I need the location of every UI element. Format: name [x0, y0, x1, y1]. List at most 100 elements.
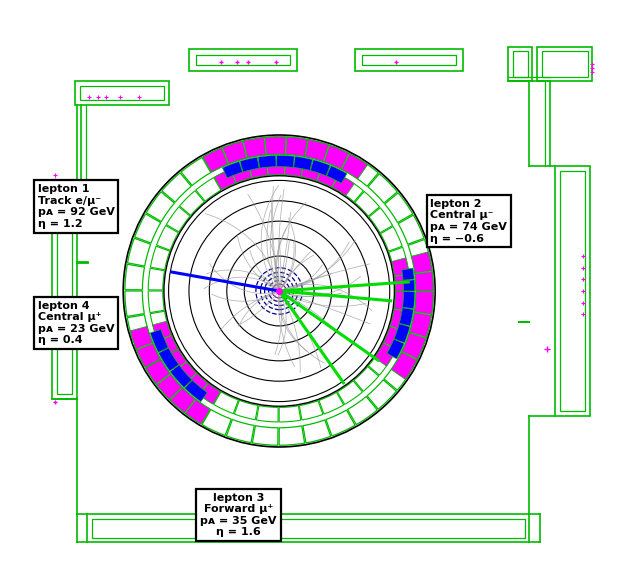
Wedge shape	[243, 137, 266, 158]
Wedge shape	[403, 292, 415, 308]
Wedge shape	[280, 160, 302, 176]
Wedge shape	[367, 380, 396, 409]
Wedge shape	[384, 327, 404, 349]
Wedge shape	[320, 168, 345, 190]
Wedge shape	[146, 360, 170, 384]
Wedge shape	[179, 191, 204, 215]
Wedge shape	[355, 191, 380, 216]
Wedge shape	[317, 167, 339, 187]
Wedge shape	[398, 339, 424, 368]
Text: lepton 2
Central μ⁻
pᴀ = 74 GeV
η = −0.6: lepton 2 Central μ⁻ pᴀ = 74 GeV η = −0.6	[430, 199, 507, 243]
Wedge shape	[304, 139, 332, 162]
Wedge shape	[257, 160, 279, 176]
Wedge shape	[415, 292, 434, 314]
Wedge shape	[319, 392, 344, 414]
Text: lepton 3
Forward μ⁺
pᴀ = 35 GeV
η = 1.6: lepton 3 Forward μ⁺ pᴀ = 35 GeV η = 1.6	[200, 493, 276, 537]
Wedge shape	[195, 380, 220, 404]
Bar	[80, 86, 164, 100]
Wedge shape	[342, 154, 368, 179]
Wedge shape	[226, 420, 254, 443]
Wedge shape	[157, 225, 178, 250]
Wedge shape	[223, 161, 242, 178]
Wedge shape	[214, 169, 236, 190]
Bar	[560, 171, 585, 411]
Wedge shape	[394, 324, 410, 343]
Wedge shape	[389, 247, 408, 271]
Wedge shape	[285, 160, 303, 176]
Wedge shape	[415, 272, 434, 291]
Wedge shape	[408, 316, 431, 344]
Wedge shape	[170, 388, 195, 413]
Wedge shape	[380, 226, 402, 251]
Wedge shape	[414, 265, 434, 291]
Wedge shape	[256, 406, 278, 422]
Wedge shape	[368, 350, 392, 375]
Wedge shape	[391, 352, 417, 379]
Text: lepton 4
Central μ⁺
pᴀ = 23 GeV
η = 0.4: lepton 4 Central μ⁺ pᴀ = 23 GeV η = 0.4	[37, 301, 114, 345]
Bar	[92, 519, 525, 538]
Wedge shape	[249, 161, 268, 178]
Wedge shape	[390, 309, 408, 331]
Wedge shape	[127, 238, 151, 266]
Wedge shape	[215, 168, 240, 190]
Wedge shape	[185, 399, 210, 424]
Bar	[87, 514, 529, 542]
Wedge shape	[327, 147, 356, 172]
Wedge shape	[161, 379, 190, 409]
Wedge shape	[414, 292, 434, 318]
Wedge shape	[332, 175, 354, 196]
Wedge shape	[368, 173, 398, 203]
Bar	[555, 166, 590, 416]
Wedge shape	[299, 401, 323, 420]
Wedge shape	[146, 360, 174, 389]
Wedge shape	[158, 348, 179, 371]
Wedge shape	[398, 215, 424, 244]
Wedge shape	[279, 426, 304, 445]
Wedge shape	[127, 315, 150, 342]
Wedge shape	[301, 162, 321, 181]
Wedge shape	[385, 193, 413, 223]
Bar	[508, 47, 533, 81]
Wedge shape	[327, 166, 347, 183]
Wedge shape	[153, 321, 171, 340]
Wedge shape	[349, 158, 378, 186]
Wedge shape	[276, 155, 294, 168]
Wedge shape	[228, 139, 256, 162]
Wedge shape	[125, 264, 145, 290]
Wedge shape	[240, 157, 259, 172]
Wedge shape	[184, 380, 207, 402]
Wedge shape	[305, 140, 329, 161]
Wedge shape	[279, 406, 301, 422]
Wedge shape	[214, 392, 238, 414]
Wedge shape	[235, 162, 259, 181]
Wedge shape	[303, 420, 331, 443]
Wedge shape	[125, 291, 145, 317]
Wedge shape	[137, 343, 160, 367]
Wedge shape	[179, 366, 204, 391]
Wedge shape	[148, 268, 165, 290]
Bar	[57, 191, 72, 394]
Wedge shape	[354, 367, 378, 391]
Wedge shape	[394, 292, 410, 311]
Wedge shape	[410, 313, 432, 338]
Wedge shape	[165, 349, 186, 370]
Wedge shape	[280, 137, 306, 157]
Wedge shape	[134, 338, 160, 367]
Bar	[75, 81, 169, 105]
Wedge shape	[294, 157, 313, 171]
Wedge shape	[369, 208, 392, 233]
Wedge shape	[347, 396, 377, 424]
Wedge shape	[411, 252, 432, 273]
Wedge shape	[394, 275, 410, 291]
Wedge shape	[258, 155, 276, 168]
Wedge shape	[408, 240, 431, 267]
Wedge shape	[180, 396, 210, 424]
Bar	[541, 51, 588, 77]
Wedge shape	[387, 339, 404, 359]
Wedge shape	[389, 312, 408, 336]
Wedge shape	[130, 327, 153, 349]
Wedge shape	[286, 137, 307, 157]
Bar	[52, 186, 77, 399]
Wedge shape	[399, 308, 413, 326]
Wedge shape	[392, 258, 409, 276]
